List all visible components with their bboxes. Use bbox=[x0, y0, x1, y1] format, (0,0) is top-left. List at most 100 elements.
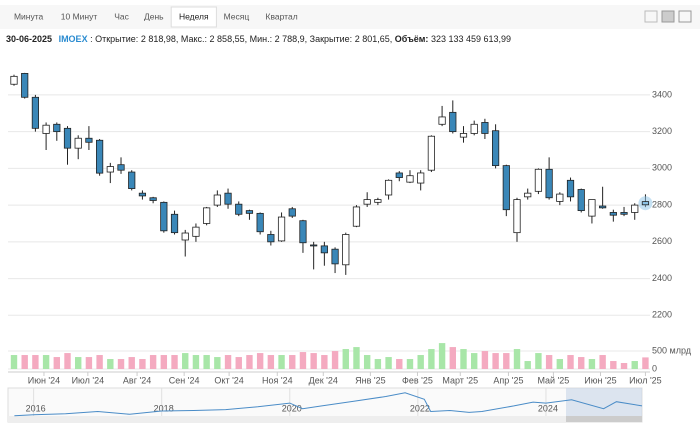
volume-bar bbox=[267, 355, 275, 369]
volume-bar bbox=[139, 359, 146, 369]
candle-body bbox=[21, 73, 29, 98]
candle-body bbox=[288, 208, 296, 217]
candle-body bbox=[545, 168, 553, 199]
x-tick-label: Янв '25 bbox=[355, 375, 385, 385]
volume-bar bbox=[299, 352, 307, 369]
candle-body bbox=[599, 205, 607, 209]
candle-body bbox=[149, 197, 157, 201]
tab[interactable]: 10 Минут bbox=[61, 11, 98, 21]
candle-body bbox=[331, 248, 339, 265]
volume-bar bbox=[524, 361, 531, 369]
volume-bar bbox=[224, 355, 232, 369]
candle-body bbox=[117, 164, 125, 171]
candle-body bbox=[427, 135, 435, 171]
tab[interactable]: Неделя bbox=[179, 11, 209, 21]
info-value: 323 133 459 613,99 bbox=[431, 34, 511, 44]
candle-body bbox=[459, 133, 468, 138]
candle-body bbox=[320, 245, 328, 254]
info-label: Закрытие: bbox=[310, 34, 353, 44]
candle-body bbox=[10, 75, 18, 85]
info-value: 2 801,65, bbox=[355, 34, 393, 44]
candle-body bbox=[31, 96, 39, 129]
candle-body bbox=[481, 122, 489, 134]
candle-body bbox=[192, 226, 200, 237]
info-label: Объём: bbox=[395, 34, 429, 44]
volume-bar bbox=[567, 355, 574, 369]
tab[interactable]: Минута bbox=[14, 11, 44, 21]
volume-bar bbox=[342, 349, 349, 369]
volume-bar bbox=[203, 355, 210, 369]
volume-bar bbox=[406, 359, 414, 369]
volume-bar bbox=[331, 351, 339, 369]
volume-bar bbox=[513, 349, 521, 369]
candle-body bbox=[160, 201, 168, 232]
candle-body bbox=[588, 199, 596, 217]
x-tick-label: Июн '25 bbox=[584, 375, 616, 385]
candle-body bbox=[213, 194, 221, 206]
candle-body bbox=[42, 124, 50, 134]
candle-body bbox=[170, 213, 179, 234]
volume-bar bbox=[481, 351, 489, 369]
scrollbar-thumb[interactable] bbox=[566, 416, 642, 422]
volume-bar bbox=[428, 349, 435, 369]
tab[interactable]: Час bbox=[114, 11, 129, 21]
candle-body bbox=[277, 216, 286, 242]
info-label: Мин.: bbox=[250, 34, 273, 44]
navigator-label: 2016 bbox=[26, 403, 46, 413]
candle-body bbox=[384, 179, 393, 196]
volume-bar bbox=[385, 357, 392, 369]
info-date: 30-06-2025 bbox=[6, 34, 52, 44]
x-tick-label: Июн '24 bbox=[28, 375, 60, 385]
navigator-label: 2022 bbox=[410, 403, 430, 413]
scrollbar[interactable] bbox=[8, 416, 642, 422]
volume-bar bbox=[631, 361, 638, 369]
volume-bar bbox=[620, 363, 628, 369]
candle-body bbox=[534, 168, 543, 192]
volume-bar bbox=[310, 353, 317, 369]
y-tick-label: 0 bbox=[652, 363, 657, 373]
candle-body bbox=[492, 130, 500, 167]
navigator-label: 2018 bbox=[154, 403, 174, 413]
volume-bar bbox=[492, 353, 499, 369]
volume-bar bbox=[289, 355, 296, 369]
volume-bar bbox=[449, 347, 456, 369]
navigator-label: 2020 bbox=[282, 403, 302, 413]
y-tick-label: 2800 bbox=[652, 199, 672, 209]
candle-body bbox=[417, 172, 425, 184]
tab[interactable]: Месяц bbox=[224, 11, 250, 21]
volume-bar bbox=[321, 355, 328, 369]
x-tick-label: Авг '24 bbox=[123, 375, 151, 385]
info-ticker: IMOEX bbox=[59, 34, 88, 44]
toolbar-icons bbox=[644, 10, 692, 23]
candle-body bbox=[438, 116, 446, 125]
volume-bar bbox=[278, 355, 285, 369]
y-tick-label: 500 млрд bbox=[652, 345, 692, 355]
navigator-line bbox=[14, 392, 643, 417]
volume-bar bbox=[107, 359, 114, 369]
volume-bar bbox=[42, 355, 50, 369]
volume-bar bbox=[535, 353, 542, 369]
volume-bar bbox=[460, 349, 467, 369]
volume-bar bbox=[53, 357, 61, 369]
volume-bar bbox=[246, 355, 253, 369]
info-label: : Открытие: bbox=[90, 34, 138, 44]
y-tick-label: 3000 bbox=[652, 163, 672, 173]
candle-body bbox=[138, 192, 147, 197]
volume-bar bbox=[588, 359, 596, 369]
volume-bar bbox=[363, 355, 371, 369]
candle-body bbox=[470, 123, 478, 134]
tab[interactable]: День bbox=[144, 11, 164, 21]
candle-body bbox=[203, 207, 211, 224]
candle-body bbox=[513, 199, 521, 234]
volume-bar bbox=[149, 355, 157, 369]
candle-body bbox=[267, 234, 275, 243]
candle-body bbox=[181, 232, 189, 241]
info-value: 2 858,55, bbox=[210, 34, 248, 44]
volume-bar bbox=[96, 355, 103, 369]
candle-body bbox=[256, 212, 264, 233]
candle-body bbox=[96, 139, 104, 174]
volume-bar bbox=[599, 355, 606, 369]
volume-bar bbox=[214, 357, 221, 369]
volume-bar bbox=[32, 355, 39, 369]
tab[interactable]: Квартал bbox=[266, 11, 298, 21]
